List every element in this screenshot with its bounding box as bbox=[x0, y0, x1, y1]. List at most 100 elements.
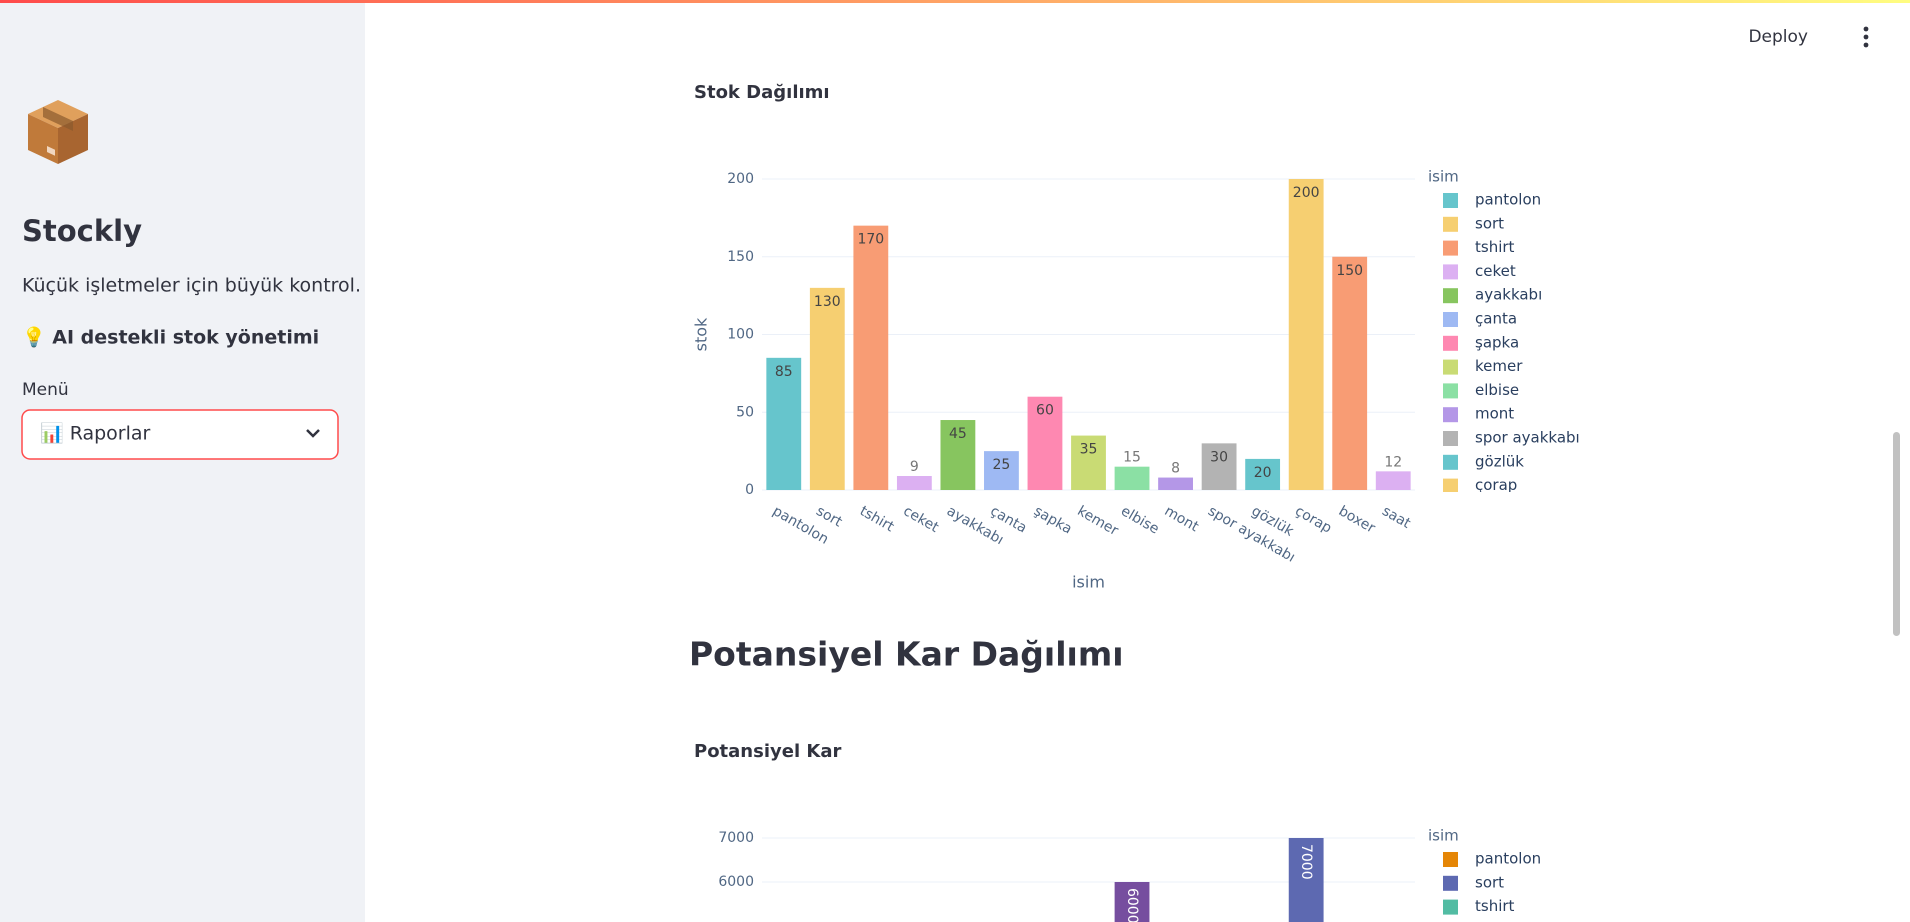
bar bbox=[853, 225, 889, 490]
legend-label: gözlük bbox=[1475, 452, 1524, 470]
data-label: 30 bbox=[1210, 449, 1228, 465]
bar bbox=[1332, 256, 1368, 490]
bar bbox=[1288, 838, 1324, 922]
legend-label: sort bbox=[1475, 214, 1504, 232]
tagline: Küçük işletmeler için büyük kontrol. bbox=[22, 275, 361, 297]
section-heading: Potansiyel Kar Dağılımı bbox=[689, 635, 1124, 674]
legend-label: şapka bbox=[1475, 333, 1519, 351]
bar bbox=[1201, 443, 1237, 490]
legend-label: saat bbox=[1475, 524, 1507, 542]
legend-label: tshirt bbox=[1475, 238, 1515, 256]
main-menu-button[interactable] bbox=[1863, 26, 1869, 48]
chart-title: Stok Dağılımı bbox=[694, 82, 830, 103]
legend-label: sort bbox=[1475, 873, 1504, 891]
data-label: 8 bbox=[1171, 461, 1180, 477]
bar bbox=[766, 357, 802, 490]
legend-label: pantolon bbox=[1475, 191, 1541, 209]
bar bbox=[1071, 435, 1106, 490]
data-label: 6000 bbox=[1124, 888, 1140, 922]
legend-label: ayakkabı bbox=[1475, 286, 1542, 304]
legend-label: elbise bbox=[1475, 381, 1519, 399]
bar bbox=[940, 420, 976, 490]
data-label: 20 bbox=[1254, 465, 1272, 481]
legend-swatch bbox=[1443, 312, 1458, 327]
data-label: 150 bbox=[1336, 263, 1363, 279]
legend-swatch bbox=[1443, 288, 1458, 304]
feature-text: 💡 AI destekli stok yönetimi bbox=[22, 326, 319, 349]
legend-swatch bbox=[1443, 478, 1458, 492]
x-tick-label: ceket bbox=[900, 503, 941, 536]
y-tick-label: 50 bbox=[736, 404, 754, 420]
bar bbox=[984, 451, 1019, 490]
legend-title: isim bbox=[1428, 827, 1459, 845]
top-decoration bbox=[0, 0, 1910, 3]
data-label: 60 bbox=[1036, 403, 1054, 419]
menu-select[interactable]: 📊 Raporlar bbox=[21, 409, 339, 460]
data-label: 35 bbox=[1080, 442, 1098, 458]
x-tick-label: çorap bbox=[1292, 503, 1334, 537]
data-label: 45 bbox=[949, 426, 967, 442]
x-tick-label: mont bbox=[1162, 503, 1202, 535]
legend-label: çorap bbox=[1475, 476, 1517, 494]
legend-swatch bbox=[1443, 264, 1458, 280]
legend-swatch bbox=[1443, 899, 1458, 915]
data-label: 130 bbox=[814, 294, 841, 310]
y-tick-label: 200 bbox=[727, 171, 754, 187]
legend-swatch bbox=[1443, 359, 1458, 375]
y-tick-label: 7000 bbox=[718, 830, 754, 846]
dropdown-arrow[interactable] bbox=[306, 429, 320, 438]
data-label: 25 bbox=[993, 457, 1011, 473]
select-value[interactable]: 📊 Raporlar bbox=[40, 422, 151, 445]
x-tick-label: şapka bbox=[1031, 503, 1075, 537]
legend-swatch bbox=[1443, 502, 1458, 517]
data-label: 85 bbox=[775, 364, 793, 380]
menu-label: Menü bbox=[22, 380, 69, 400]
deploy-button[interactable]: Deploy bbox=[1748, 27, 1808, 47]
data-label: 170 bbox=[857, 232, 884, 248]
x-tick-label: saat bbox=[1379, 503, 1413, 532]
y-tick-label: 6000 bbox=[718, 874, 754, 890]
legend-swatch bbox=[1443, 216, 1458, 232]
logo bbox=[28, 100, 88, 164]
bar bbox=[1158, 477, 1193, 490]
y-tick-label: 0 bbox=[745, 482, 754, 498]
bar bbox=[1245, 458, 1281, 490]
legend-swatch bbox=[1443, 852, 1458, 867]
x-tick-label: elbise bbox=[1118, 503, 1162, 537]
legend-swatch bbox=[1443, 431, 1458, 446]
legend-swatch bbox=[1443, 407, 1458, 423]
select-box[interactable] bbox=[21, 409, 339, 460]
legend-swatch bbox=[1443, 526, 1458, 541]
x-axis-title: isim bbox=[1072, 573, 1105, 592]
legend: pantolon sort tshirt ceket ayakkabı çanta şapk… bbox=[1443, 191, 1580, 542]
legend: pantolon sort tshirt bbox=[1443, 850, 1541, 915]
app-title: Stockly bbox=[22, 214, 142, 248]
bar bbox=[1288, 179, 1324, 490]
legend-swatch bbox=[1443, 875, 1458, 891]
x-tick-label: tshirt bbox=[857, 503, 897, 536]
legend-label: tshirt bbox=[1475, 897, 1515, 915]
scrollbar[interactable] bbox=[1893, 432, 1900, 636]
legend-label: boxer bbox=[1475, 500, 1518, 518]
legend-label: mont bbox=[1475, 405, 1514, 423]
legend-swatch bbox=[1443, 383, 1458, 399]
legend-swatch bbox=[1443, 240, 1458, 256]
legend-label: kemer bbox=[1475, 357, 1523, 375]
bar bbox=[896, 476, 932, 490]
legend-label: ceket bbox=[1475, 262, 1516, 280]
x-tick-label: boxer bbox=[1336, 503, 1378, 537]
data-label: 200 bbox=[1293, 185, 1320, 201]
y-tick-label: 150 bbox=[727, 249, 754, 265]
chart-title: Potansiyel Kar bbox=[694, 741, 841, 762]
bar bbox=[809, 287, 845, 490]
bar bbox=[1027, 396, 1063, 490]
legend-label: çanta bbox=[1475, 310, 1517, 328]
bar bbox=[1375, 471, 1411, 490]
x-tick-label: kemer bbox=[1075, 503, 1122, 539]
legend-label: pantolon bbox=[1475, 850, 1541, 868]
legend-swatch bbox=[1443, 335, 1458, 351]
legend-swatch bbox=[1443, 454, 1458, 470]
legend-title: isim bbox=[1428, 168, 1459, 186]
